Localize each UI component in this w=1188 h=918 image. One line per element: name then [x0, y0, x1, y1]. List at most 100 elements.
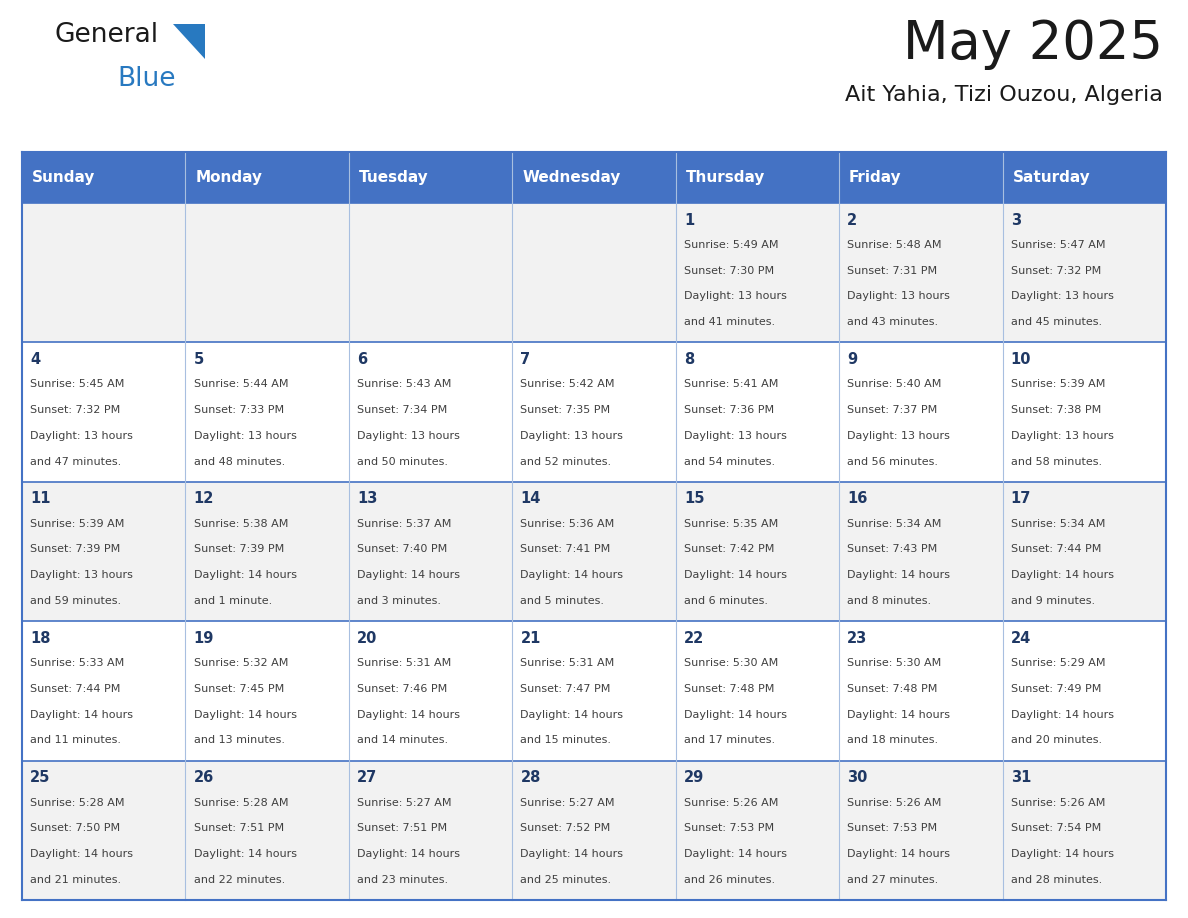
Text: Daylight: 13 hours: Daylight: 13 hours: [847, 431, 950, 441]
Bar: [512, 621, 676, 761]
Text: and 17 minutes.: and 17 minutes.: [684, 735, 775, 745]
Text: and 45 minutes.: and 45 minutes.: [1011, 318, 1101, 327]
Text: Sunset: 7:46 PM: Sunset: 7:46 PM: [358, 684, 447, 694]
Text: Sunrise: 5:49 AM: Sunrise: 5:49 AM: [684, 240, 778, 250]
Text: 14: 14: [520, 491, 541, 507]
Text: Sunrise: 5:36 AM: Sunrise: 5:36 AM: [520, 519, 614, 529]
Text: 1: 1: [684, 213, 694, 228]
Text: 26: 26: [194, 770, 214, 785]
Text: 31: 31: [1011, 770, 1031, 785]
Text: Daylight: 14 hours: Daylight: 14 hours: [30, 710, 133, 720]
Text: Daylight: 14 hours: Daylight: 14 hours: [358, 710, 460, 720]
Text: and 5 minutes.: and 5 minutes.: [520, 596, 605, 606]
Text: and 52 minutes.: and 52 minutes.: [520, 456, 612, 466]
Text: Sunset: 7:31 PM: Sunset: 7:31 PM: [847, 265, 937, 275]
Text: Sunrise: 5:30 AM: Sunrise: 5:30 AM: [684, 658, 778, 668]
Text: Sunrise: 5:40 AM: Sunrise: 5:40 AM: [847, 379, 942, 389]
Text: Sunrise: 5:43 AM: Sunrise: 5:43 AM: [358, 379, 451, 389]
Text: and 23 minutes.: and 23 minutes.: [358, 875, 448, 885]
Text: Daylight: 13 hours: Daylight: 13 hours: [684, 291, 786, 301]
Text: and 47 minutes.: and 47 minutes.: [30, 456, 121, 466]
Bar: [676, 621, 839, 761]
Text: Thursday: Thursday: [685, 170, 765, 185]
Text: Daylight: 13 hours: Daylight: 13 hours: [847, 291, 950, 301]
Text: Daylight: 13 hours: Daylight: 13 hours: [358, 431, 460, 441]
Bar: [676, 482, 839, 621]
Text: 12: 12: [194, 491, 214, 507]
Bar: [185, 761, 349, 900]
Text: Sunset: 7:40 PM: Sunset: 7:40 PM: [358, 544, 447, 554]
Text: Sunset: 7:53 PM: Sunset: 7:53 PM: [684, 823, 775, 834]
Text: Sunset: 7:50 PM: Sunset: 7:50 PM: [30, 823, 120, 834]
Text: Sunset: 7:45 PM: Sunset: 7:45 PM: [194, 684, 284, 694]
Text: Daylight: 14 hours: Daylight: 14 hours: [684, 849, 786, 859]
Bar: [1003, 152, 1165, 203]
Text: and 18 minutes.: and 18 minutes.: [847, 735, 939, 745]
Text: and 43 minutes.: and 43 minutes.: [847, 318, 939, 327]
Text: and 13 minutes.: and 13 minutes.: [194, 735, 285, 745]
Text: Wednesday: Wednesday: [522, 170, 620, 185]
Bar: [185, 621, 349, 761]
Text: 15: 15: [684, 491, 704, 507]
Text: Sunset: 7:48 PM: Sunset: 7:48 PM: [847, 684, 937, 694]
Text: and 26 minutes.: and 26 minutes.: [684, 875, 775, 885]
Text: Sunset: 7:32 PM: Sunset: 7:32 PM: [30, 405, 120, 415]
Text: Daylight: 14 hours: Daylight: 14 hours: [194, 570, 297, 580]
Text: Monday: Monday: [195, 170, 263, 185]
Text: Daylight: 13 hours: Daylight: 13 hours: [194, 431, 297, 441]
Text: 2: 2: [847, 213, 858, 228]
Text: Daylight: 14 hours: Daylight: 14 hours: [847, 710, 950, 720]
Text: General: General: [55, 22, 159, 48]
Bar: [512, 761, 676, 900]
Bar: [349, 761, 512, 900]
Text: Daylight: 14 hours: Daylight: 14 hours: [520, 710, 624, 720]
Text: and 59 minutes.: and 59 minutes.: [30, 596, 121, 606]
Text: 19: 19: [194, 631, 214, 646]
Bar: [23, 203, 185, 342]
Text: and 54 minutes.: and 54 minutes.: [684, 456, 775, 466]
Text: and 1 minute.: and 1 minute.: [194, 596, 272, 606]
Text: Saturday: Saturday: [1012, 170, 1091, 185]
Text: 20: 20: [358, 631, 378, 646]
Text: Sunrise: 5:47 AM: Sunrise: 5:47 AM: [1011, 240, 1105, 250]
Text: and 48 minutes.: and 48 minutes.: [194, 456, 285, 466]
Text: Daylight: 14 hours: Daylight: 14 hours: [520, 570, 624, 580]
Text: Sunset: 7:39 PM: Sunset: 7:39 PM: [194, 544, 284, 554]
Bar: [839, 621, 1003, 761]
Text: Daylight: 13 hours: Daylight: 13 hours: [30, 570, 133, 580]
Text: and 3 minutes.: and 3 minutes.: [358, 596, 441, 606]
Text: and 9 minutes.: and 9 minutes.: [1011, 596, 1095, 606]
Text: Daylight: 14 hours: Daylight: 14 hours: [847, 849, 950, 859]
Text: Sunrise: 5:27 AM: Sunrise: 5:27 AM: [520, 798, 615, 808]
Text: Sunrise: 5:26 AM: Sunrise: 5:26 AM: [1011, 798, 1105, 808]
Text: Sunrise: 5:38 AM: Sunrise: 5:38 AM: [194, 519, 287, 529]
Text: and 21 minutes.: and 21 minutes.: [30, 875, 121, 885]
Text: and 11 minutes.: and 11 minutes.: [30, 735, 121, 745]
Text: Daylight: 14 hours: Daylight: 14 hours: [358, 570, 460, 580]
Text: Sunset: 7:33 PM: Sunset: 7:33 PM: [194, 405, 284, 415]
Text: Sunset: 7:51 PM: Sunset: 7:51 PM: [194, 823, 284, 834]
Text: 5: 5: [194, 352, 204, 367]
Bar: [23, 342, 185, 482]
Bar: [185, 152, 349, 203]
Text: Daylight: 14 hours: Daylight: 14 hours: [1011, 849, 1113, 859]
Text: and 6 minutes.: and 6 minutes.: [684, 596, 767, 606]
Text: Tuesday: Tuesday: [359, 170, 429, 185]
Bar: [839, 482, 1003, 621]
Text: and 56 minutes.: and 56 minutes.: [847, 456, 939, 466]
Text: Sunrise: 5:32 AM: Sunrise: 5:32 AM: [194, 658, 287, 668]
Bar: [839, 761, 1003, 900]
Text: Sunset: 7:54 PM: Sunset: 7:54 PM: [1011, 823, 1101, 834]
Text: Daylight: 13 hours: Daylight: 13 hours: [684, 431, 786, 441]
Text: and 25 minutes.: and 25 minutes.: [520, 875, 612, 885]
Text: 17: 17: [1011, 491, 1031, 507]
Text: 21: 21: [520, 631, 541, 646]
Text: 13: 13: [358, 491, 378, 507]
Bar: [23, 621, 185, 761]
Text: Sunrise: 5:44 AM: Sunrise: 5:44 AM: [194, 379, 289, 389]
Text: Sunrise: 5:42 AM: Sunrise: 5:42 AM: [520, 379, 615, 389]
Bar: [512, 152, 676, 203]
Bar: [185, 342, 349, 482]
Bar: [839, 152, 1003, 203]
Text: Sunrise: 5:26 AM: Sunrise: 5:26 AM: [684, 798, 778, 808]
